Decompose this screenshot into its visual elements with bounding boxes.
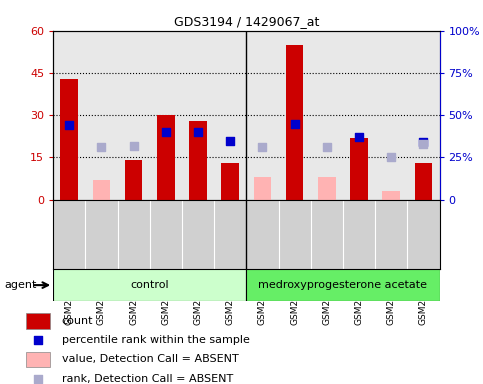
Text: value, Detection Call = ABSENT: value, Detection Call = ABSENT	[62, 354, 239, 364]
Text: agent: agent	[5, 280, 37, 290]
Bar	[26, 352, 50, 367]
Bar	[60, 79, 78, 200]
Text: count: count	[62, 316, 93, 326]
Bar	[350, 138, 368, 200]
Bar	[383, 191, 400, 200]
Point	[291, 121, 298, 127]
Bar	[93, 180, 110, 200]
Point	[194, 129, 202, 135]
Point	[323, 144, 331, 151]
Point	[34, 337, 42, 343]
Bar	[125, 160, 142, 200]
Bar	[414, 163, 432, 200]
Point	[355, 134, 363, 140]
Point	[65, 122, 73, 128]
Bar	[286, 45, 303, 200]
Bar	[26, 313, 50, 329]
Bar	[157, 115, 175, 200]
Bar	[318, 177, 336, 200]
Point	[258, 144, 266, 151]
Point	[98, 144, 105, 151]
Point	[227, 137, 234, 144]
Point	[130, 142, 138, 149]
Title: GDS3194 / 1429067_at: GDS3194 / 1429067_at	[174, 15, 319, 28]
Text: percentile rank within the sample: percentile rank within the sample	[62, 335, 250, 345]
Point	[34, 376, 42, 382]
Bar	[53, 269, 246, 301]
Point	[387, 154, 395, 161]
Text: control: control	[130, 280, 169, 290]
Bar	[254, 177, 271, 200]
Text: medroxyprogesterone acetate: medroxyprogesterone acetate	[258, 280, 427, 290]
Point	[420, 139, 427, 145]
Text: rank, Detection Call = ABSENT: rank, Detection Call = ABSENT	[62, 374, 233, 384]
Bar	[246, 269, 440, 301]
Bar	[221, 163, 239, 200]
Point	[162, 129, 170, 135]
Bar	[189, 121, 207, 200]
Point	[420, 141, 427, 147]
